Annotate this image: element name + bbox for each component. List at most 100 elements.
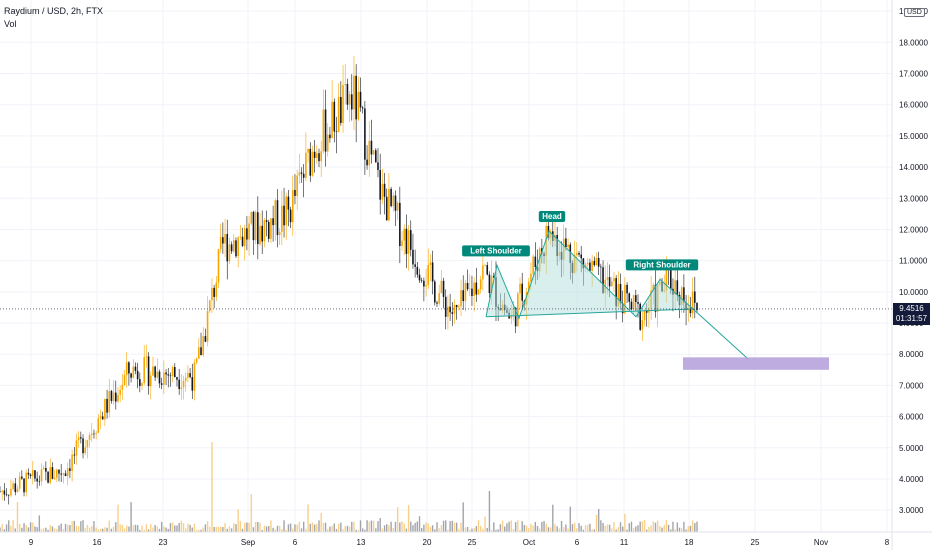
volume-bar <box>438 528 440 532</box>
candle-body <box>270 218 272 239</box>
volume-bar <box>565 524 567 532</box>
candle-body <box>407 230 410 254</box>
volume-bar <box>344 526 346 532</box>
volume-bar <box>381 528 384 532</box>
candle-body <box>171 367 174 377</box>
volume-label[interactable]: Vol <box>4 19 17 29</box>
candle-body <box>53 477 56 479</box>
volume-bar <box>40 528 43 532</box>
volume-bar <box>471 528 473 532</box>
volume-bar <box>405 528 408 532</box>
candle-body <box>409 230 412 250</box>
volume-bar <box>32 522 34 532</box>
volume-bar <box>342 529 344 532</box>
candle-body <box>71 454 73 471</box>
symbol-title[interactable]: Raydium / USD, 2h, FTX <box>4 6 104 16</box>
volume-bar <box>250 494 252 532</box>
volume-bar <box>479 525 482 532</box>
candle-body <box>180 387 183 390</box>
candle-body <box>641 319 644 330</box>
price-axis[interactable]: 3.00004.00005.00006.00007.00008.00009.00… <box>891 0 928 550</box>
candle-body <box>628 293 631 302</box>
volume-bar <box>571 524 574 532</box>
volume-bar <box>445 520 447 532</box>
candle-body <box>689 307 692 314</box>
candle-body <box>202 336 205 356</box>
volume-bar <box>567 528 569 532</box>
volume-bar <box>158 528 161 532</box>
volume-bar <box>410 521 412 532</box>
candle-body <box>617 283 620 307</box>
candle-body <box>5 494 8 496</box>
volume-bar <box>60 523 62 532</box>
candle-body <box>248 223 250 240</box>
volume-bar <box>622 526 624 532</box>
time-axis[interactable]: 9 16 23 Sep 6 13 20 25 Oct 6 11 18 25 Nov 8 <box>0 531 932 547</box>
candle-body <box>145 356 148 358</box>
volume-bar <box>3 529 6 532</box>
volume-bar <box>141 525 143 532</box>
volume-bar <box>366 520 368 532</box>
candle-body <box>213 287 215 297</box>
volume-bar <box>261 529 263 532</box>
candle-body <box>296 175 298 196</box>
candle-body <box>534 256 537 268</box>
candle-body <box>440 280 443 294</box>
candle-body <box>104 398 106 420</box>
volume-bar <box>36 527 38 532</box>
volume-bar <box>67 524 69 532</box>
candle-body <box>80 437 82 439</box>
candle-body <box>368 140 371 166</box>
candle-body <box>335 131 338 133</box>
candle-body <box>237 237 239 257</box>
volume-bar <box>530 523 532 532</box>
candle-body <box>191 377 194 391</box>
label-text: Left Shoulder <box>470 246 522 255</box>
candle-body <box>375 150 377 163</box>
volume-bar <box>8 520 10 532</box>
candle-body <box>219 237 222 250</box>
candle-body <box>1 490 3 492</box>
candle-body <box>222 237 224 244</box>
price-tick-label: 13.0000 <box>899 194 928 203</box>
volume-bar <box>91 526 93 532</box>
volume-bar <box>534 521 537 532</box>
volume-bar <box>619 522 622 532</box>
time-tick-label: 6 <box>575 538 580 547</box>
candle-body <box>241 236 244 246</box>
candle-body <box>230 244 233 252</box>
candle-body <box>246 228 248 240</box>
candle-body <box>600 266 602 268</box>
volume-bar <box>455 522 458 532</box>
volume-bar <box>77 526 80 532</box>
volume-bar <box>573 522 576 532</box>
volume-bar <box>635 526 637 532</box>
candle-body <box>128 362 130 374</box>
candle-body <box>361 107 364 109</box>
volume-bar <box>554 524 556 532</box>
candle-body <box>108 391 111 413</box>
candle-body <box>261 225 263 242</box>
volume-bar <box>663 524 665 532</box>
candle-body <box>309 148 312 176</box>
candle-body <box>208 300 211 312</box>
candle-body <box>436 302 438 304</box>
candle-body <box>254 212 257 241</box>
volume-bar <box>145 524 148 532</box>
volume-bar <box>442 520 445 532</box>
volume-bar <box>453 522 456 532</box>
candle-body <box>149 375 152 387</box>
candle-body <box>597 257 600 267</box>
candle-body <box>31 470 34 476</box>
candle-body <box>683 287 685 303</box>
currency-badge[interactable]: USD <box>904 8 925 17</box>
volume-bar <box>241 528 244 532</box>
volume-bar <box>351 521 353 532</box>
candle-body <box>514 307 517 327</box>
volume-bar <box>372 520 375 532</box>
candle-body <box>34 470 36 479</box>
candle-body <box>36 478 38 482</box>
volume-bar <box>648 526 650 532</box>
candle-body <box>115 392 117 402</box>
